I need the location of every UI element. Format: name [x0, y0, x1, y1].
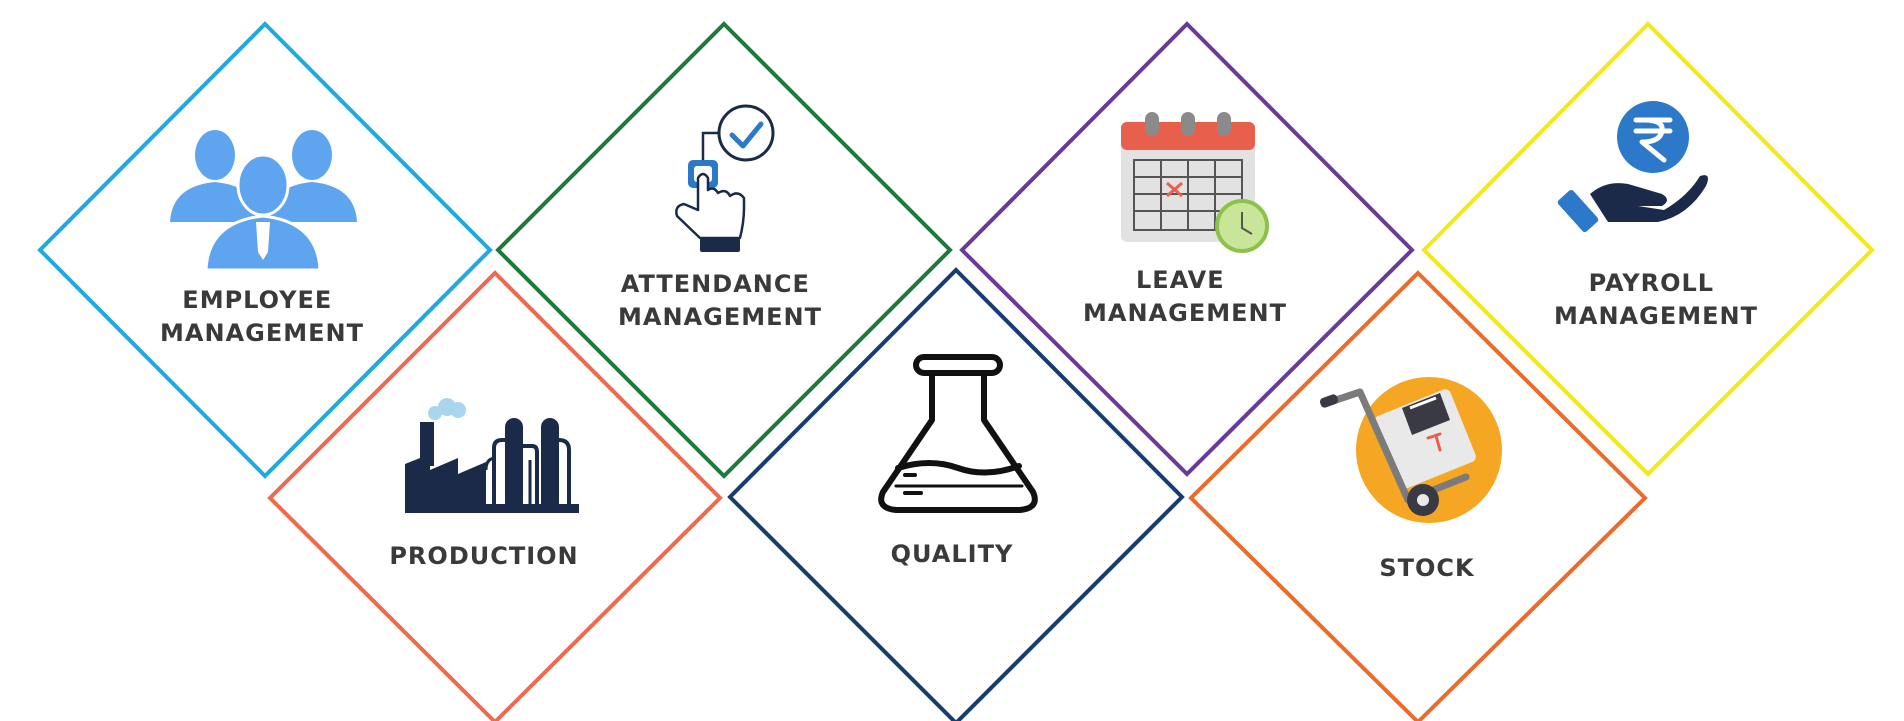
rupee-hand-icon — [1557, 101, 1708, 233]
leave-module-label: LEAVE MANAGEMENT — [1083, 266, 1287, 327]
flask-icon — [878, 354, 1038, 513]
payroll-label-line-2: MANAGEMENT — [1554, 302, 1758, 330]
attendance-module-label: ATTENDANCE MANAGEMENT — [618, 270, 822, 331]
leave-label-line-2: MANAGEMENT — [1083, 299, 1287, 327]
employee-module-label: EMPLOYEE MANAGEMENT — [160, 286, 364, 347]
factory-icon — [405, 398, 579, 513]
fingerprint-touch-icon — [675, 104, 775, 252]
leave-module-diamond — [959, 21, 1415, 477]
stock-module-label: STOCK — [1379, 554, 1475, 582]
employee-label-line-1: EMPLOYEE — [182, 286, 332, 314]
attendance-label-line-2: MANAGEMENT — [618, 303, 822, 331]
quality-module-diamond — [727, 267, 1185, 721]
hand-truck-icon — [1319, 377, 1502, 523]
people-group-icon — [170, 130, 357, 272]
production-module-label: PRODUCTION — [389, 542, 578, 570]
payroll-label-line-1: PAYROLL — [1589, 269, 1715, 297]
leave-label-line-1: LEAVE — [1136, 266, 1225, 294]
calendar-icon — [1121, 112, 1269, 253]
employee-label-line-2: MANAGEMENT — [160, 319, 364, 347]
quality-module-label: QUALITY — [891, 540, 1014, 568]
attendance-label-line-1: ATTENDANCE — [621, 270, 810, 298]
payroll-module-label: PAYROLL MANAGEMENT — [1554, 269, 1758, 330]
payroll-module-diamond — [1421, 21, 1875, 477]
